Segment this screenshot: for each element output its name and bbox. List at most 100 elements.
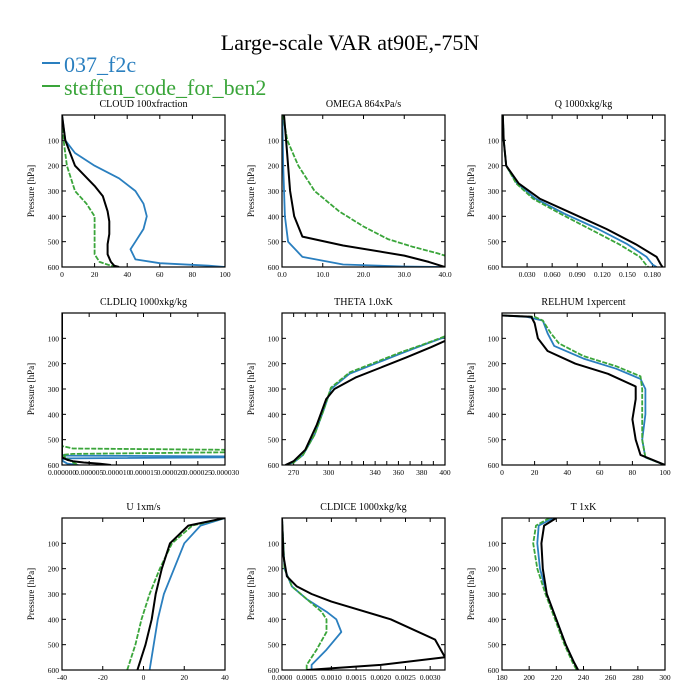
y-tick-label: 100 — [488, 539, 500, 548]
x-tick-label: 0 — [60, 270, 64, 279]
x-tick-label: 20 — [91, 270, 99, 279]
panel-title: Q 1000xkg/kg — [555, 99, 613, 110]
x-tick-label: 270 — [288, 468, 300, 477]
series-line-steffen — [126, 518, 225, 670]
x-tick-label: 220 — [551, 673, 563, 682]
x-tick-label: 200 — [524, 673, 536, 682]
y-tick-label: 300 — [268, 187, 280, 196]
series-line-037-f2c — [285, 336, 445, 465]
y-tick-label: 600 — [268, 666, 280, 675]
y-tick-label: 200 — [268, 565, 280, 574]
y-tick-label: 100 — [268, 334, 280, 343]
y-tick-label: 400 — [268, 212, 280, 221]
y-tick-label: 600 — [488, 461, 500, 470]
x-tick-label: 0.000015 — [129, 468, 157, 477]
x-tick-label: 0.0020 — [370, 673, 391, 682]
y-tick-label: 500 — [48, 641, 60, 650]
series-line-037-f2c — [282, 115, 445, 267]
y-tick-label: 500 — [268, 641, 280, 650]
y-axis-label: Pressure [hPa] — [246, 363, 256, 415]
panel-title: OMEGA 864xPa/s — [326, 99, 401, 110]
series-line-steffen — [502, 314, 665, 465]
y-tick-label: 600 — [268, 263, 280, 272]
y-tick-label: 500 — [48, 238, 60, 247]
x-tick-label: 0.000010 — [102, 468, 130, 477]
panel-title: CLDICE 1000xkg/kg — [320, 502, 406, 513]
series-line-steffen — [282, 115, 445, 257]
series-line-037-f2c — [502, 314, 665, 465]
x-tick-label: -20 — [98, 673, 108, 682]
y-tick-label: 600 — [488, 263, 500, 272]
y-tick-label: 300 — [48, 385, 60, 394]
plot-frame — [61, 114, 226, 268]
y-tick-label: 500 — [268, 238, 280, 247]
plot-frame — [501, 114, 666, 268]
y-tick-label: 100 — [488, 136, 500, 145]
x-tick-label: 380 — [416, 468, 428, 477]
panel-8: T 1xK Pressure [hPa] 100 200 300 400 500 600180… — [466, 502, 671, 682]
panel-2: Q 1000xkg/kg Pressure [hPa] 100 200 300 400 50… — [466, 99, 666, 279]
series-line-steffen — [282, 518, 328, 670]
y-tick-label: 500 — [268, 436, 280, 445]
series-line-037-f2c — [62, 115, 225, 267]
x-tick-label: 0.000025 — [184, 468, 212, 477]
x-tick-label: 280 — [632, 673, 644, 682]
x-tick-label: 0.0030 — [420, 673, 441, 682]
x-tick-label: 400 — [439, 468, 451, 477]
x-tick-label: 260 — [605, 673, 617, 682]
y-tick-label: 600 — [48, 263, 60, 272]
x-tick-label: 0.0015 — [346, 673, 367, 682]
x-tick-label: 20.0 — [357, 270, 370, 279]
x-tick-label: 10.0 — [316, 270, 329, 279]
y-tick-label: 400 — [268, 615, 280, 624]
y-tick-label: 400 — [268, 410, 280, 419]
y-tick-label: 200 — [48, 565, 60, 574]
x-tick-label: 80 — [189, 270, 197, 279]
legend-label-037: 037_f2c — [64, 52, 136, 77]
y-tick-label: 200 — [488, 565, 500, 574]
y-tick-label: 300 — [48, 187, 60, 196]
y-tick-label: 300 — [268, 590, 280, 599]
x-tick-label: 40.0 — [438, 270, 451, 279]
y-tick-label: 600 — [268, 461, 280, 470]
x-tick-label: 100 — [659, 468, 671, 477]
y-axis-label: Pressure [hPa] — [26, 568, 36, 620]
x-tick-label: 0.000000 — [48, 468, 76, 477]
panel-title: T 1xK — [571, 502, 597, 513]
x-tick-label: 0.0025 — [395, 673, 416, 682]
plot-frame — [501, 312, 666, 466]
x-tick-label: 0.000030 — [211, 468, 239, 477]
plot-frame — [281, 114, 446, 268]
y-tick-label: 200 — [48, 360, 60, 369]
y-axis-label: Pressure [hPa] — [466, 568, 476, 620]
series-line-steffen — [285, 335, 445, 465]
x-tick-label: 0.180 — [644, 270, 661, 279]
x-tick-label: 100 — [219, 270, 231, 279]
x-tick-label: -40 — [57, 673, 67, 682]
x-tick-label: 0.150 — [619, 270, 636, 279]
panel-7: CLDICE 1000xkg/kg Pressure [hPa] 100 200 300… — [246, 502, 446, 682]
y-tick-label: 400 — [488, 615, 500, 624]
plot-frame — [281, 517, 446, 671]
y-tick-label: 100 — [48, 334, 60, 343]
legend: 037_f2c steffen_code_for_ben2 — [42, 52, 266, 100]
y-tick-label: 400 — [48, 615, 60, 624]
x-tick-label: 60 — [156, 270, 164, 279]
panel-3: CLDLIQ 1000xkg/kg Pressure [hPa] 100 200 300… — [26, 297, 239, 477]
legend-label-steffen: steffen_code_for_ben2 — [64, 75, 266, 100]
y-axis-label: Pressure [hPa] — [466, 165, 476, 217]
x-tick-label: 40 — [563, 468, 571, 477]
y-tick-label: 500 — [488, 238, 500, 247]
y-tick-label: 400 — [48, 212, 60, 221]
series-line-reference — [283, 115, 445, 267]
series-line-steffen — [62, 115, 120, 267]
series-line-reference — [62, 115, 120, 267]
x-tick-label: 0.0005 — [296, 673, 317, 682]
x-tick-label: 0.0 — [277, 270, 287, 279]
y-tick-label: 400 — [488, 410, 500, 419]
